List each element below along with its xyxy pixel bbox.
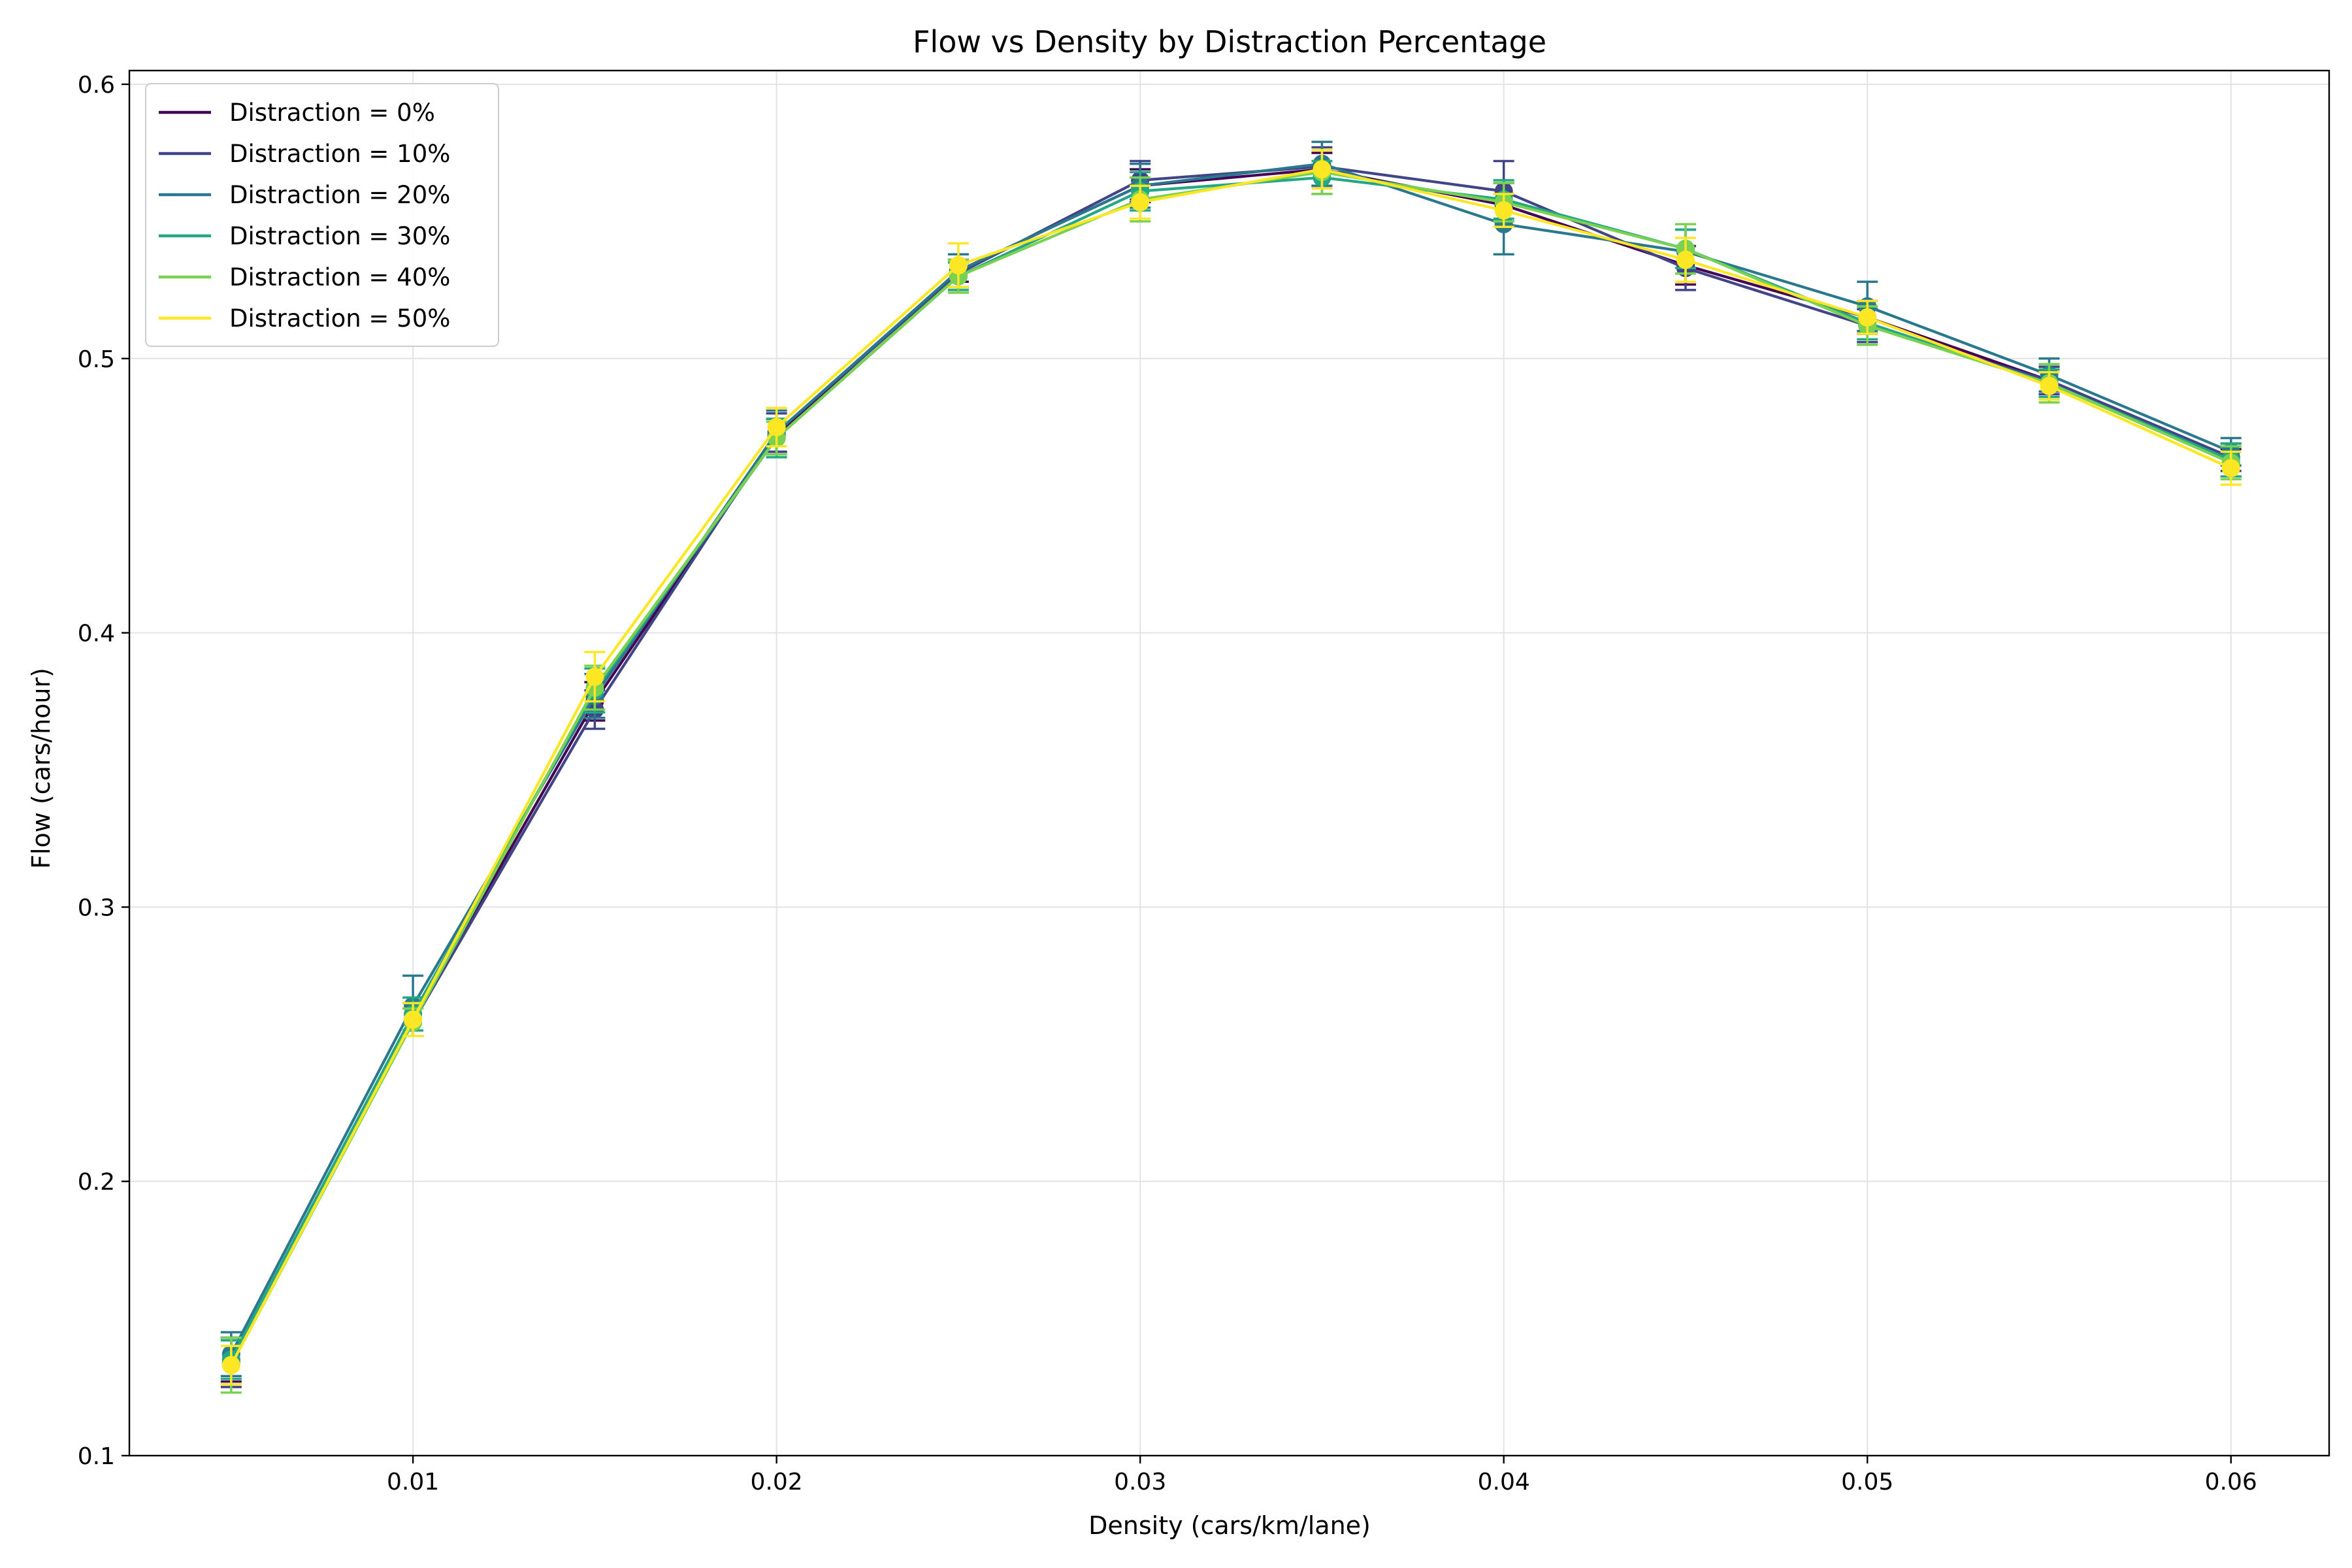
- x-tick-label: 0.03: [1114, 1469, 1166, 1495]
- legend-label: Distraction = 10%: [229, 140, 450, 168]
- series-5: [220, 148, 2242, 1386]
- tick-layer: 0.01 0.02 0.03 0.04 0.05 0.06 0.1 0.2 0.3 0.4 0.5 0…: [78, 72, 2257, 1495]
- data-point: [585, 667, 604, 686]
- data-point: [221, 1356, 240, 1375]
- y-tick-label: 0.6: [78, 72, 115, 99]
- x-tick-label: 0.01: [387, 1469, 439, 1495]
- data-point: [1313, 160, 1331, 179]
- legend-label: Distraction = 30%: [229, 222, 450, 250]
- y-axis-label: Flow (cars/hour): [27, 668, 56, 869]
- plot-frame: [128, 69, 2330, 1457]
- y-tick-label: 0.4: [78, 621, 115, 647]
- legend-box: [145, 83, 499, 347]
- data-point: [767, 417, 786, 436]
- data-point: [2221, 459, 2240, 478]
- y-tick-label: 0.1: [78, 1443, 115, 1470]
- data-point: [1494, 201, 1513, 220]
- y-tick-label: 0.2: [78, 1169, 115, 1196]
- series-line: [229, 168, 2232, 1366]
- y-tick-label: 0.3: [78, 894, 115, 921]
- chart-title: Flow vs Density by Distraction Percentag…: [913, 24, 1546, 59]
- series-line: [229, 162, 2232, 1355]
- grid-layer: [129, 71, 2329, 1456]
- y-tick-label: 0.5: [78, 346, 115, 373]
- legend: Distraction = 0% Distraction = 10% Distrac…: [145, 83, 499, 347]
- series-layer: [220, 140, 2242, 1394]
- legend-label: Distraction = 50%: [229, 304, 450, 333]
- x-tick-label: 0.05: [1841, 1469, 1893, 1495]
- data-point: [404, 1010, 423, 1029]
- x-tick-label: 0.04: [1478, 1469, 1530, 1495]
- x-tick-label: 0.06: [2205, 1469, 2257, 1495]
- data-point: [1676, 250, 1695, 269]
- data-point: [949, 256, 968, 275]
- legend-label: Distraction = 40%: [229, 263, 450, 291]
- x-axis-label: Density (cars/km/lane): [1088, 1511, 1371, 1540]
- legend-label: Distraction = 20%: [229, 181, 450, 209]
- legend-label: Distraction = 0%: [229, 99, 435, 127]
- data-point: [1858, 308, 1877, 327]
- data-point: [2040, 376, 2059, 395]
- data-point: [1131, 193, 1150, 212]
- x-tick-label: 0.02: [751, 1469, 803, 1495]
